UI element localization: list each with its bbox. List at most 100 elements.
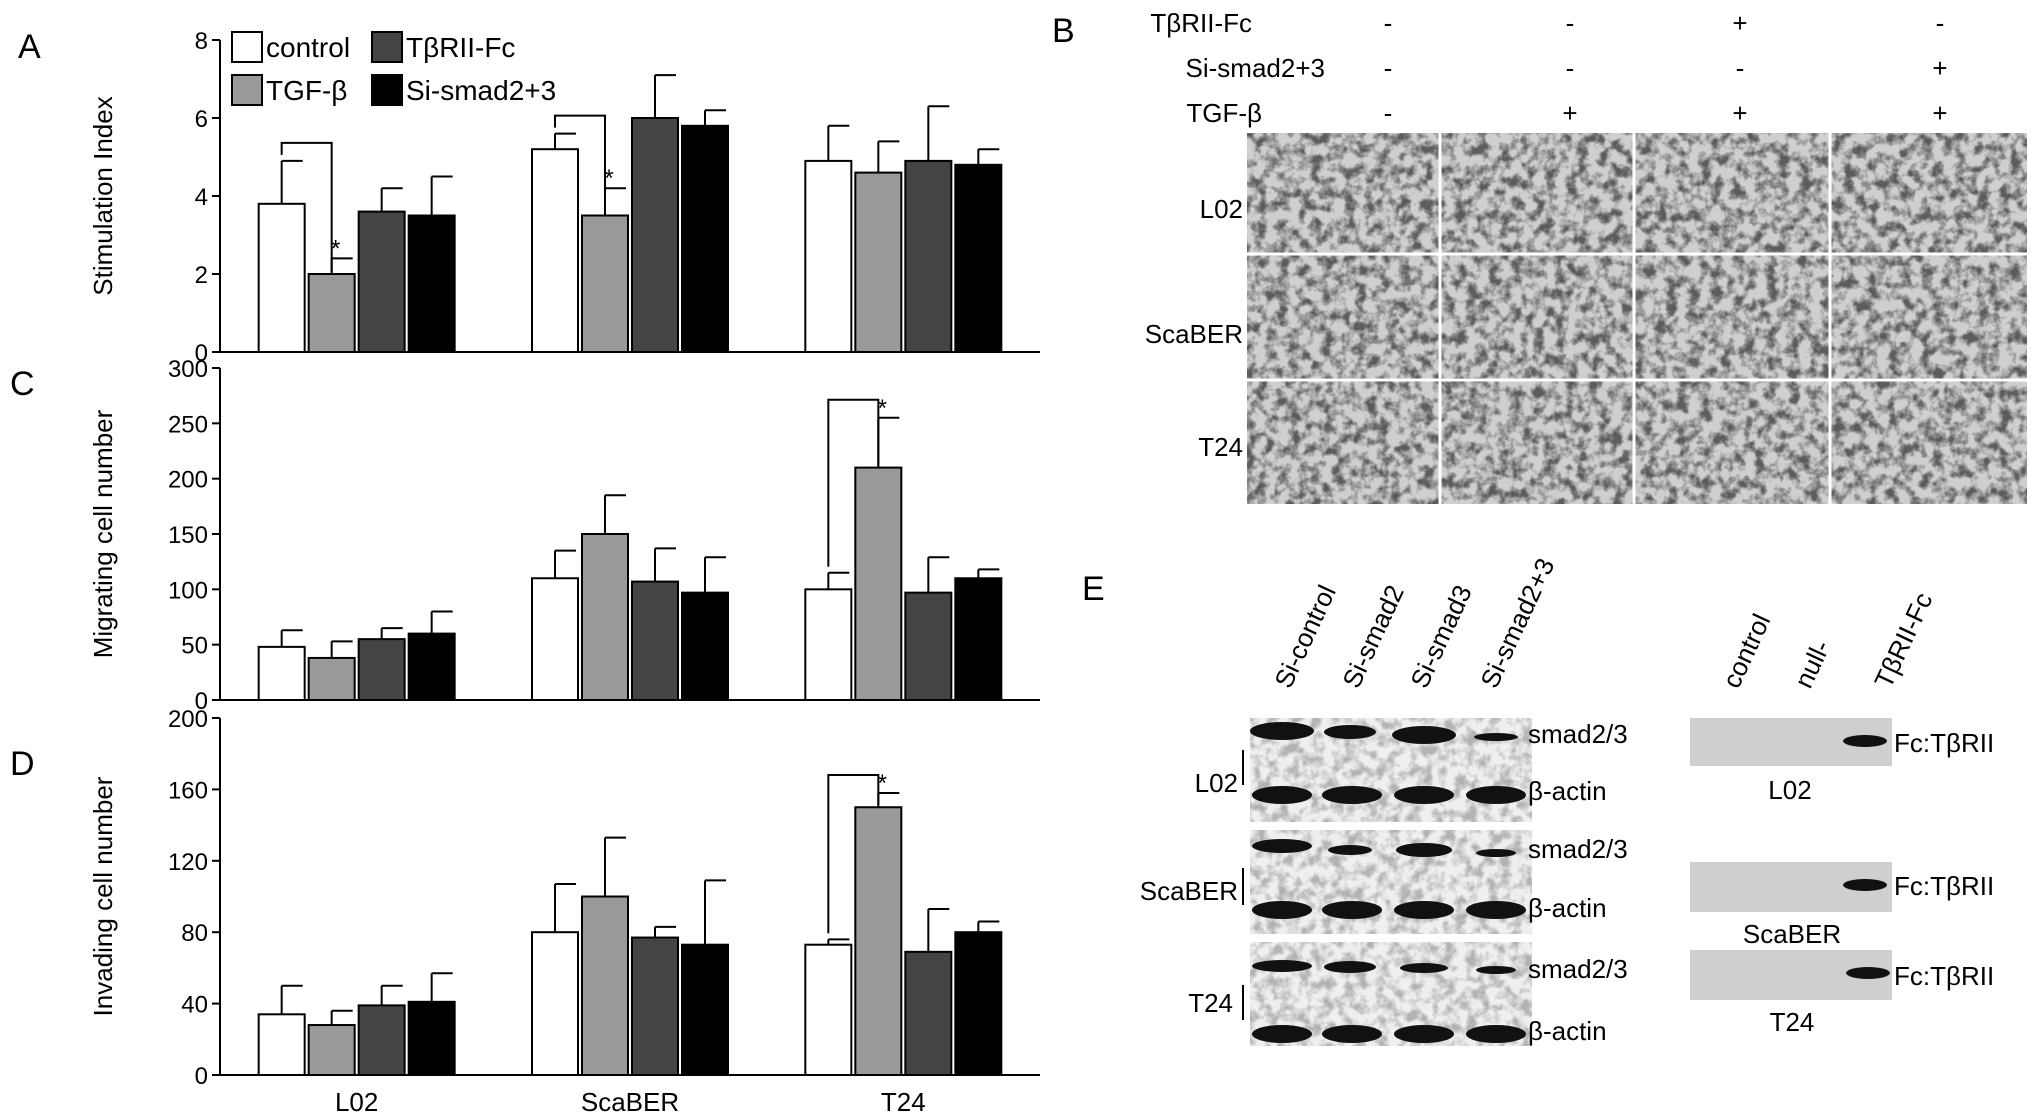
bar-a xyxy=(954,163,1003,353)
legend-label-control: control xyxy=(266,32,350,63)
y-tick-label-d: 0 xyxy=(195,1063,208,1090)
panel-label-d: D xyxy=(10,745,35,783)
bar-c xyxy=(581,533,629,701)
micrograph-grid: L02 ScaBER T24 xyxy=(1145,133,2027,504)
y-tick-label-a: 0 xyxy=(195,340,208,367)
significance-mark-d: * xyxy=(878,770,887,797)
significance-mark-c: * xyxy=(878,395,887,422)
band-label-actin-scaber: β-actin xyxy=(1528,893,1607,923)
bar-c xyxy=(681,591,729,701)
blot-cell-scaber: ScaBER xyxy=(1140,876,1238,906)
band-label-smad-scaber: smad2/3 xyxy=(1528,834,1628,864)
significance-mark-a: * xyxy=(604,165,613,192)
condition-label-tbrii-fc: TβRII-Fc xyxy=(1150,8,1252,38)
x-category-label: L02 xyxy=(335,1087,378,1116)
condition-sign: - xyxy=(1566,8,1575,38)
lane-label-si-control: Si-control xyxy=(1268,580,1342,692)
significance-bracket-a xyxy=(280,141,333,272)
fc-lane-control: control xyxy=(1716,609,1776,692)
micrograph-row-t24: T24 xyxy=(1198,432,1243,462)
fc-band-scaber: Fc:TβRII xyxy=(1894,871,1994,901)
condition-sign: - xyxy=(1384,8,1393,38)
bar-c xyxy=(357,638,406,702)
lane-label-si-smad3: Si-smad3 xyxy=(1404,580,1478,692)
y-tick-label-c: 150 xyxy=(168,522,208,549)
bar-d xyxy=(681,943,729,1076)
panel-label-a: A xyxy=(18,28,41,66)
condition-sign: + xyxy=(1732,98,1747,128)
lane-label-si-smad23: Si-smad2+3 xyxy=(1474,553,1560,692)
y-axis-label-c: Migrating cell number xyxy=(88,409,118,658)
band-label-smad-l02: smad2/3 xyxy=(1528,719,1628,749)
chart-d-invading: 0 40 80 120 160 200 Invading cell number L02 Sca… xyxy=(88,706,1040,1116)
fc-lane-null: null- xyxy=(1788,635,1836,692)
significance-mark-a: * xyxy=(331,235,340,262)
y-axis-label-a: Stimulation Index xyxy=(88,96,118,295)
bar-a xyxy=(257,202,306,353)
y-tick-label-d: 200 xyxy=(168,706,208,733)
y-tick-label-a: 6 xyxy=(195,106,208,133)
condition-sign: - xyxy=(1936,8,1945,38)
fc-band-t24: Fc:TβRII xyxy=(1894,961,1994,991)
bar-d xyxy=(257,1013,306,1076)
lane-label-si-smad2: Si-smad2 xyxy=(1336,580,1410,692)
legend-swatch-tbrii-fc xyxy=(371,31,403,63)
bar-d xyxy=(357,1004,406,1077)
bar-a xyxy=(531,148,579,353)
bar-d xyxy=(631,936,679,1076)
significance-bracket-c xyxy=(827,398,880,567)
bar-c xyxy=(307,656,356,701)
fc-blots: control null- TβRII-Fc Fc:TβRII Fc:TβRII… xyxy=(1690,588,1994,1037)
panel-label-b: B xyxy=(1052,12,1075,50)
band-label-actin-l02: β-actin xyxy=(1528,776,1607,806)
y-tick-label-d: 80 xyxy=(181,920,208,947)
micrograph-row-scaber: ScaBER xyxy=(1145,319,1243,349)
y-tick-label-d: 120 xyxy=(168,849,208,876)
band-label-actin-t24: β-actin xyxy=(1528,1016,1607,1046)
bar-d xyxy=(804,943,853,1076)
y-tick-label-a: 2 xyxy=(195,262,208,289)
condition-sign: - xyxy=(1384,53,1393,83)
bar-a xyxy=(904,159,953,353)
bar-c xyxy=(904,591,953,701)
bar-a xyxy=(581,214,629,353)
western-blots: L02 ScaBER T24 smad2/3 β-actin smad2/3 β… xyxy=(1140,718,1628,1046)
legend-swatch-control xyxy=(231,31,263,63)
y-tick-label-c: 50 xyxy=(181,633,208,660)
bar-c xyxy=(804,588,853,701)
bar-c xyxy=(954,577,1003,701)
y-axis-label-d: Invading cell number xyxy=(88,776,118,1016)
bar-a xyxy=(357,210,406,353)
y-tick-label-c: 100 xyxy=(168,577,208,604)
legend-label-tbrii-fc: TβRII-Fc xyxy=(406,32,515,63)
fc-cell-l02: L02 xyxy=(1768,775,1811,805)
bar-a xyxy=(307,273,356,353)
bar-d xyxy=(307,1024,356,1077)
condition-sign: - xyxy=(1566,53,1575,83)
x-category-label: ScaBER xyxy=(581,1087,679,1116)
y-tick-label-c: 250 xyxy=(168,411,208,438)
micrograph-conditions: TβRII-Fc Si-smad2+3 TGF-β - - - - - + + - + - + + xyxy=(1150,8,1947,128)
chart-c-migrating: 0 50 100 150 200 250 300 Migrating cell number * xyxy=(88,356,1040,715)
y-tick-label-c: 0 xyxy=(195,688,208,715)
y-tick-label-a: 4 xyxy=(195,184,208,211)
blot-cell-t24: T24 xyxy=(1188,988,1233,1018)
chart-a-stimulation-index: 0 2 4 6 8 Stimulation Index * * xyxy=(88,28,1040,367)
bar-a xyxy=(681,124,729,353)
bar-a xyxy=(631,117,679,353)
bar-a xyxy=(804,159,853,353)
y-tick-label-c: 300 xyxy=(168,356,208,383)
blot-cell-l02: L02 xyxy=(1195,768,1238,798)
legend-label-si-smad: Si-smad2+3 xyxy=(406,75,556,106)
condition-sign: - xyxy=(1736,53,1745,83)
condition-sign: + xyxy=(1732,8,1747,38)
bar-c xyxy=(257,645,306,702)
bar-a xyxy=(854,171,903,353)
bar-d xyxy=(954,931,1003,1077)
significance-bracket-a xyxy=(554,114,606,214)
panel-label-e: E xyxy=(1082,570,1105,608)
fc-lane-tbrii-fc: TβRII-Fc xyxy=(1868,588,1938,693)
micrograph-row-l02: L02 xyxy=(1200,194,1243,224)
bar-d xyxy=(531,931,579,1077)
